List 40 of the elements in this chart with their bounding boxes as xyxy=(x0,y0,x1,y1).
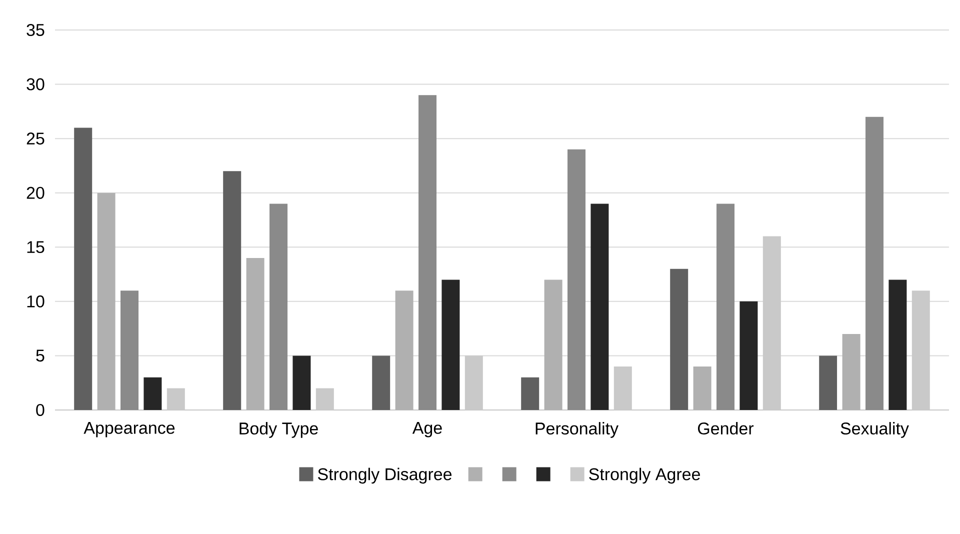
bar xyxy=(716,204,734,410)
bar xyxy=(223,171,242,410)
bar xyxy=(819,356,838,410)
x-tick-label: Gender xyxy=(698,422,754,435)
bar xyxy=(144,377,162,410)
bar xyxy=(442,280,460,410)
bar xyxy=(670,268,688,410)
bar xyxy=(544,280,562,410)
bar xyxy=(521,377,540,410)
bar xyxy=(292,356,311,410)
y-tick-label: 35 xyxy=(26,24,44,36)
bar xyxy=(372,356,390,410)
bar xyxy=(865,116,884,410)
bar xyxy=(590,204,609,410)
x-tick-label: Body Type xyxy=(240,422,318,438)
x-tick-label: Personality xyxy=(536,422,618,438)
bar xyxy=(418,95,437,410)
x-tick-label: Sexuality xyxy=(840,422,909,438)
bar xyxy=(888,280,907,410)
y-tick-label: 25 xyxy=(26,132,44,145)
bar xyxy=(395,290,414,410)
bar xyxy=(270,204,288,410)
y-tick-label: 10 xyxy=(27,295,44,308)
legend-label: Strongly Disagree xyxy=(318,468,452,484)
bar xyxy=(246,258,264,410)
x-tick-label: Age xyxy=(412,422,442,438)
x-tick-label: Appearance xyxy=(84,422,175,438)
bar xyxy=(693,366,712,410)
bar xyxy=(97,192,116,410)
bar xyxy=(568,149,586,410)
bar xyxy=(74,128,92,410)
y-tick-label: 30 xyxy=(26,78,44,90)
bar xyxy=(842,334,860,410)
y-tick-label: 15 xyxy=(27,241,44,254)
y-tick-label: 20 xyxy=(26,186,44,199)
y-tick-label: 0 xyxy=(36,404,44,416)
bar xyxy=(740,301,758,410)
y-tick-label: 5 xyxy=(36,350,44,362)
legend-label: Strongly Agree xyxy=(589,468,700,484)
bar xyxy=(120,290,139,410)
